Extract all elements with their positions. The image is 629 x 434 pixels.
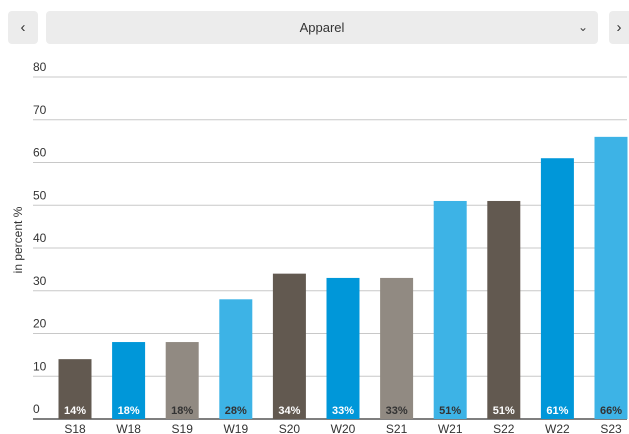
- x-tick-label-S20: S20: [279, 422, 301, 434]
- data-label-S23: 66%: [600, 405, 622, 417]
- bar-W21: [433, 200, 467, 419]
- y-axis-ticks: 0 10 20 30 40 50 60 70 80: [33, 60, 47, 416]
- bar-S18: [58, 359, 92, 419]
- data-label-S20: 34%: [278, 405, 300, 417]
- y-axis-label: in percent %: [11, 206, 25, 273]
- bar-W19: [219, 299, 253, 419]
- x-tick-label-S21: S21: [386, 422, 408, 434]
- data-label-S21: 33%: [386, 405, 408, 417]
- x-tick-label-W19: W19: [223, 422, 248, 434]
- chevron-right-icon: ›: [616, 19, 622, 36]
- data-labels: 14% 18% 18% 28% 34% 33% 33% 51% 51% 61% 66%: [64, 405, 622, 417]
- data-label-W18: 18%: [118, 405, 140, 417]
- next-button[interactable]: ›: [609, 11, 629, 44]
- chevron-left-icon: ‹: [20, 19, 26, 36]
- bar-S23: [594, 136, 628, 419]
- bar-S19: [165, 342, 199, 419]
- category-dropdown-value: Apparel: [299, 20, 345, 35]
- bars: [58, 136, 628, 419]
- x-tick-label-W21: W21: [438, 422, 463, 434]
- x-tick-label-W22: W22: [545, 422, 570, 434]
- data-label-W22: 61%: [546, 405, 568, 417]
- chart-navigation: ‹ Apparel ⌄ ›: [0, 0, 629, 56]
- x-axis-ticks: S18 W18 S19 W19 S20 W20 S21 W21 S22 W22 S23: [64, 422, 622, 434]
- x-tick-label-W18: W18: [116, 422, 141, 434]
- x-tick-label-S18: S18: [64, 422, 86, 434]
- bar-S22: [487, 200, 521, 419]
- bar-W22: [540, 158, 574, 419]
- data-label-W20: 33%: [332, 405, 354, 417]
- data-label-S18: 14%: [64, 405, 86, 417]
- chevron-down-icon: ⌄: [577, 20, 588, 34]
- y-tick-label: 80: [33, 60, 47, 74]
- x-tick-label-S19: S19: [172, 422, 194, 434]
- y-tick-label: 30: [33, 274, 47, 288]
- bar-W18: [112, 342, 146, 419]
- y-tick-label: 20: [33, 317, 47, 331]
- data-label-S19: 18%: [171, 405, 193, 417]
- previous-button[interactable]: ‹: [8, 11, 38, 44]
- bar-S20: [272, 273, 306, 419]
- data-label-W21: 51%: [439, 405, 461, 417]
- bar-S21: [380, 277, 414, 419]
- y-tick-label: 40: [33, 231, 47, 245]
- y-tick-label: 50: [33, 188, 47, 202]
- x-tick-label-S23: S23: [600, 422, 622, 434]
- y-tick-label: 0: [33, 402, 40, 416]
- y-tick-label: 60: [33, 146, 47, 160]
- y-tick-label: 10: [33, 359, 47, 373]
- bar-W20: [326, 277, 360, 419]
- y-tick-label: 70: [33, 103, 47, 117]
- x-tick-label-W20: W20: [331, 422, 356, 434]
- data-label-W19: 28%: [225, 405, 247, 417]
- x-tick-label-S22: S22: [493, 422, 515, 434]
- category-dropdown[interactable]: Apparel ⌄: [46, 11, 598, 44]
- data-label-S22: 51%: [493, 405, 515, 417]
